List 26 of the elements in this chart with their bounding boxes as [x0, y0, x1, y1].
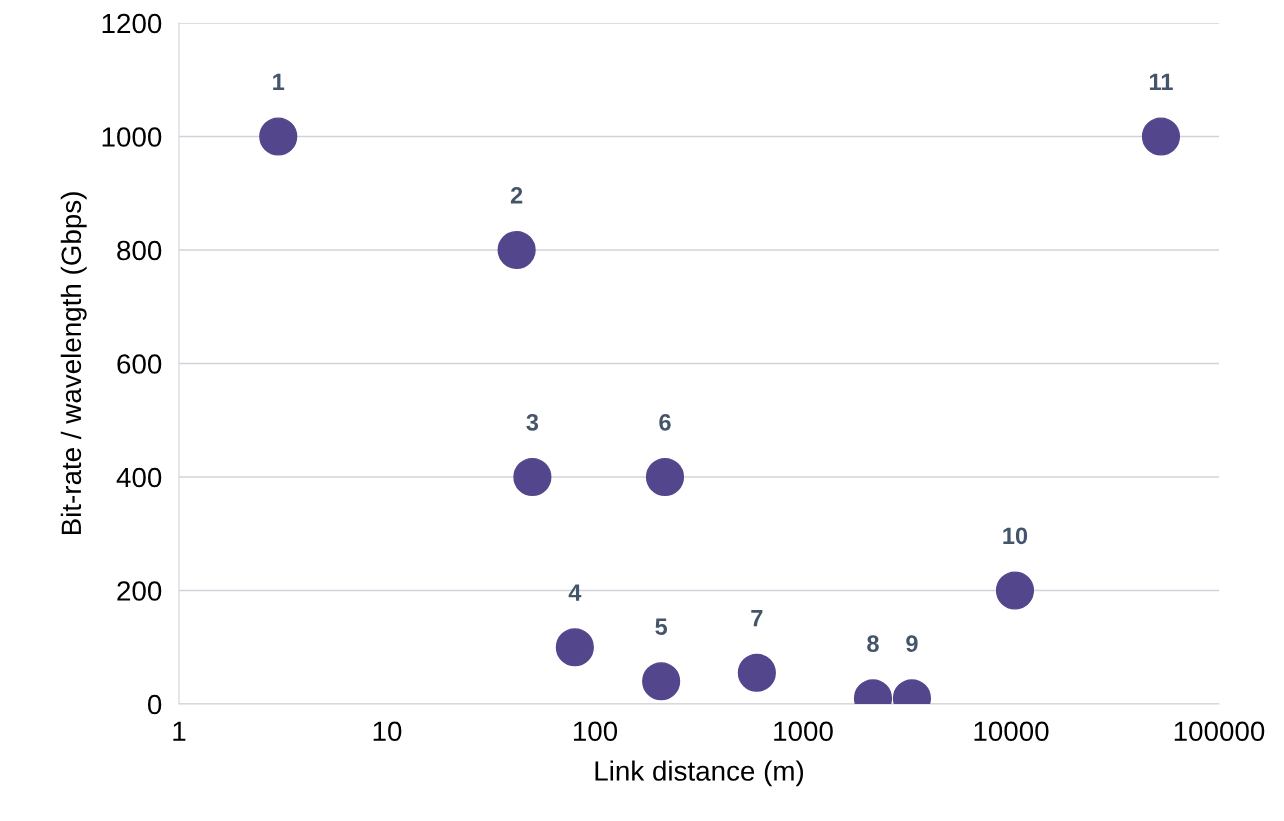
y-tick-label: 600 — [117, 354, 162, 374]
annotation: 7 — [751, 609, 763, 627]
y-axis-title: Bit-rate / wavelength (Gbps) — [60, 192, 87, 535]
y-tick-label: 800 — [117, 240, 162, 261]
y-tick-label: 400 — [116, 467, 162, 488]
annotation: 1 — [273, 73, 285, 90]
x-tick-label: 1000 — [774, 721, 833, 742]
x-tick-label: 1 — [173, 721, 186, 741]
annotation: 2 — [510, 186, 523, 204]
x-axis-title: Link distance (m) — [595, 760, 804, 787]
annotation: 11 — [1149, 73, 1173, 90]
annotation: 9 — [906, 635, 918, 652]
x-tick-label: 100000 — [1174, 721, 1265, 742]
x-tick-label: 10000 — [974, 721, 1049, 742]
x-tick-label: 10 — [373, 721, 402, 742]
x-tick-label: 100 — [573, 721, 618, 742]
annotation: 5 — [655, 618, 668, 635]
y-tick-label: 1000 — [102, 127, 162, 147]
y-tick-label: 0 — [147, 694, 162, 715]
annotation: 10 — [1003, 527, 1028, 545]
y-tick-label: 1200 — [102, 13, 162, 34]
annotation: 3 — [526, 413, 539, 431]
annotation: 6 — [659, 413, 671, 431]
annotation: 4 — [568, 584, 582, 601]
y-tick-label: 200 — [117, 581, 162, 601]
annotation: 8 — [867, 635, 879, 652]
